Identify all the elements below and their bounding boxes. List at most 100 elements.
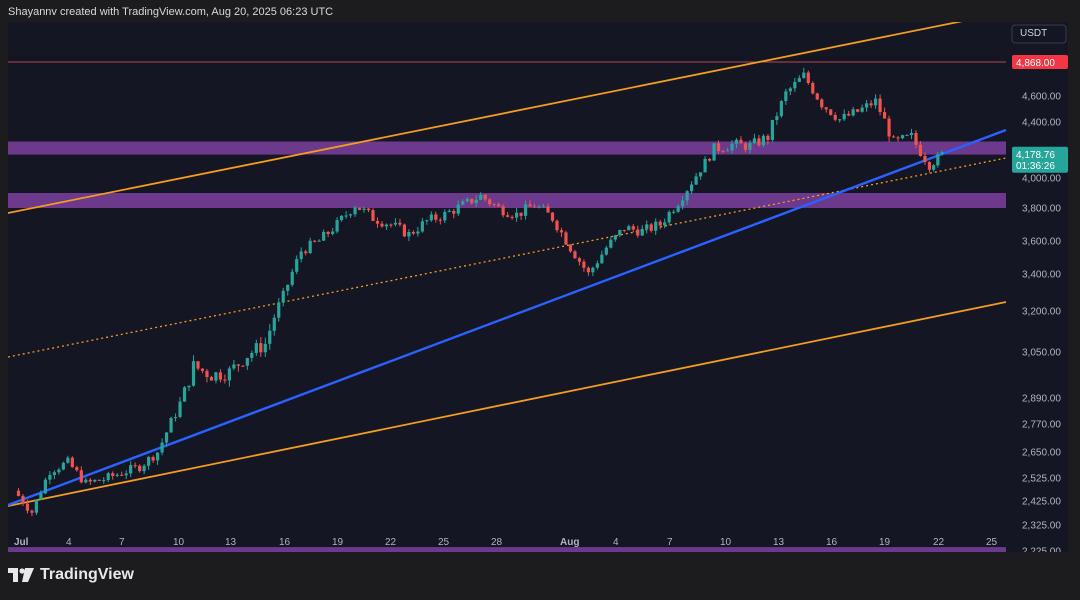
- candle-body: [129, 465, 133, 474]
- candle-body: [833, 114, 837, 120]
- candle-body: [815, 93, 819, 100]
- x-tick-label: 22: [385, 537, 397, 548]
- candle-body: [730, 143, 734, 151]
- candle-body: [900, 135, 905, 139]
- candle-body: [97, 479, 101, 481]
- candle-body: [438, 219, 442, 221]
- candle-body: [223, 379, 227, 381]
- candle-body: [690, 184, 694, 192]
- candle-body: [147, 456, 151, 466]
- x-tick-label: 19: [332, 537, 344, 548]
- candle-body: [111, 473, 115, 476]
- resistance-price-label: 4,868.00: [1016, 58, 1055, 69]
- candle-body: [618, 229, 622, 236]
- candle-body: [384, 224, 389, 227]
- candle-body: [402, 224, 407, 237]
- candle-body: [88, 479, 92, 482]
- y-tick-label: 3,400.00: [1022, 270, 1061, 281]
- candle-body: [712, 143, 716, 161]
- supply-zone: [8, 193, 1006, 208]
- x-tick-label: 13: [225, 537, 237, 548]
- candle-body: [725, 150, 730, 152]
- candle-body: [707, 158, 712, 161]
- price-chart[interactable]: USDT4,600.004,400.004,200.004,000.003,80…: [7, 19, 1068, 558]
- candle-body: [470, 198, 474, 204]
- candle-body: [806, 72, 810, 84]
- candle-body: [169, 418, 173, 433]
- candle-body: [613, 235, 617, 240]
- candle-body: [21, 495, 25, 504]
- candle-body: [685, 191, 689, 201]
- candle-body: [308, 240, 312, 254]
- candle-body: [631, 226, 635, 230]
- candle-body: [241, 365, 245, 367]
- candle-body: [479, 194, 483, 200]
- candle-body: [766, 135, 770, 140]
- candle-body: [173, 416, 178, 419]
- candle-body: [573, 251, 577, 259]
- candle-body: [461, 201, 465, 205]
- candle-body: [811, 83, 815, 94]
- candlestick-chart[interactable]: USDT4,600.004,400.004,200.004,000.003,80…: [7, 19, 1068, 558]
- candle-body: [519, 212, 523, 216]
- candle-body: [357, 207, 362, 210]
- candle-body: [528, 204, 532, 207]
- candle-body: [232, 364, 236, 369]
- candle-body: [797, 78, 801, 82]
- candle-body: [905, 135, 909, 137]
- candle-body: [452, 210, 456, 214]
- candle-body: [622, 229, 626, 231]
- candle-body: [541, 206, 546, 208]
- candle-body: [209, 376, 214, 381]
- candle-body: [16, 490, 21, 496]
- y-tick-label: 3,600.00: [1022, 237, 1061, 248]
- candle-body: [600, 254, 604, 264]
- candle-body: [721, 150, 725, 152]
- candle-body: [344, 215, 348, 217]
- candle-body: [425, 220, 429, 222]
- y-tick-label: 4,600.00: [1022, 92, 1061, 103]
- x-tick-label: 25: [438, 537, 450, 548]
- candle-body: [681, 200, 685, 207]
- candle-body: [788, 88, 792, 92]
- candle-body: [636, 229, 640, 236]
- candle-body: [497, 204, 501, 207]
- x-tick-label: 13: [773, 537, 785, 548]
- candle-body: [770, 119, 774, 140]
- candle-body: [34, 499, 39, 513]
- candle-body: [268, 330, 272, 344]
- candle-body: [411, 231, 415, 234]
- candle-body: [537, 206, 541, 208]
- x-tick-label: 25: [986, 537, 998, 548]
- candle-body: [882, 112, 887, 119]
- candle-body: [39, 493, 43, 500]
- y-tick-label: 3,800.00: [1022, 204, 1061, 215]
- candle-body: [43, 479, 48, 494]
- candle-body: [896, 137, 900, 139]
- tradingview-logo-icon: [8, 568, 34, 582]
- candle-body: [393, 222, 398, 225]
- candle-body: [483, 194, 487, 200]
- candle-body: [784, 91, 788, 102]
- candle-body: [829, 109, 833, 115]
- candle-body: [734, 139, 739, 144]
- y-tick-label: 2,325.00: [1022, 521, 1061, 532]
- candle-body: [851, 109, 855, 116]
- candle-body: [380, 223, 384, 227]
- supply-zone: [8, 547, 1006, 556]
- candle-body: [214, 372, 218, 381]
- candle-body: [447, 210, 451, 212]
- candle-body: [160, 442, 164, 453]
- candle-body: [366, 208, 371, 211]
- candle-body: [313, 240, 317, 242]
- candle-body: [555, 220, 559, 231]
- candle-body: [335, 220, 339, 232]
- candle-body: [716, 143, 721, 151]
- x-tick-label: 22: [933, 537, 945, 548]
- candle-body: [752, 138, 757, 144]
- candle-body: [909, 132, 914, 136]
- candle-body: [304, 251, 308, 254]
- candle-body: [515, 212, 519, 218]
- candle-body: [465, 198, 469, 202]
- candle-body: [348, 214, 353, 216]
